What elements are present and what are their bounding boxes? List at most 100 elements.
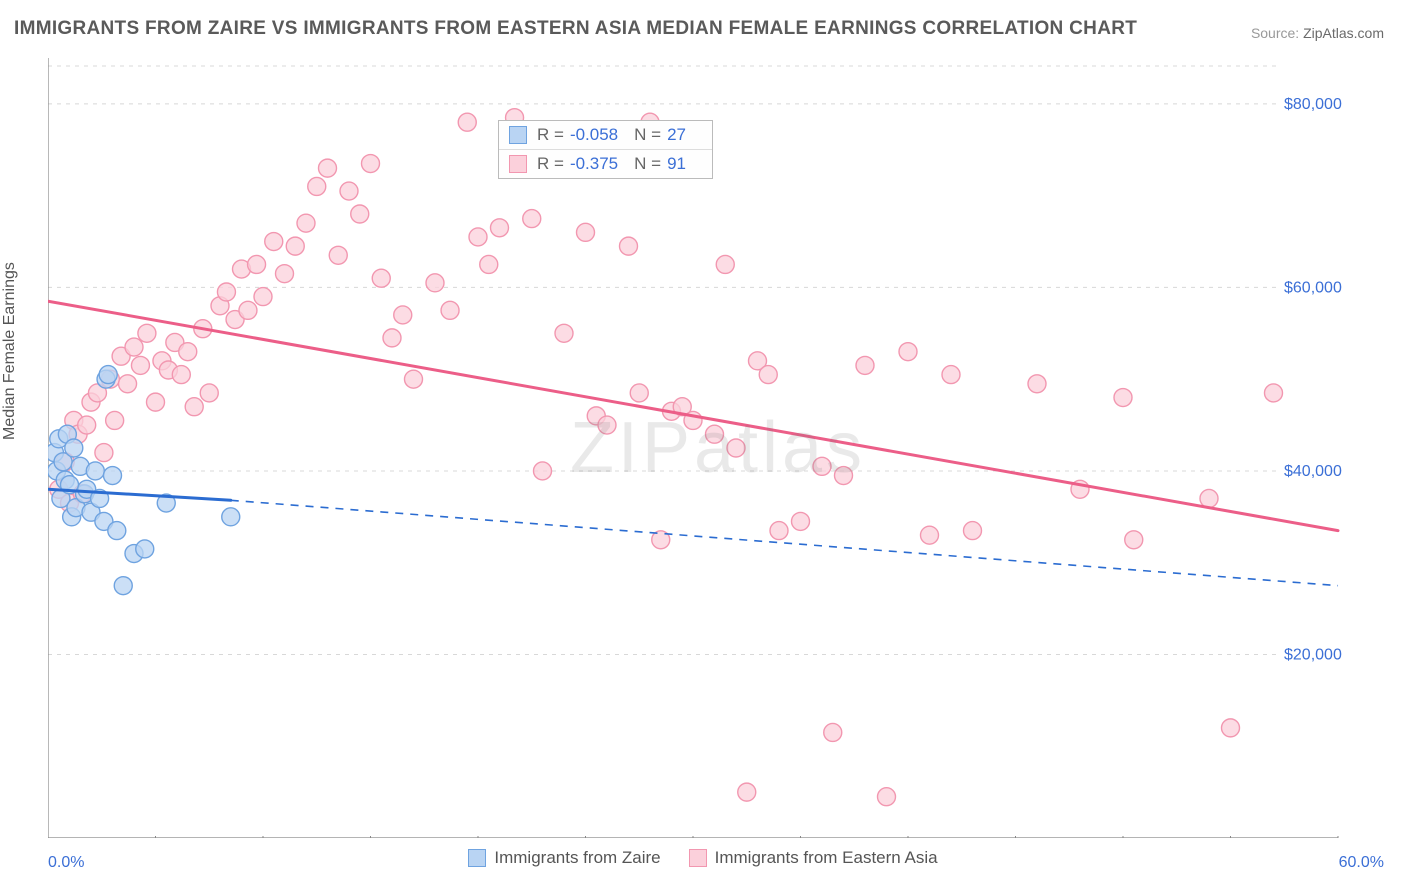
data-point: [248, 255, 266, 273]
data-point: [598, 416, 616, 434]
data-point: [239, 301, 257, 319]
stat-r-label: R =: [537, 125, 564, 145]
data-point: [770, 522, 788, 540]
data-point: [964, 522, 982, 540]
data-point: [119, 375, 137, 393]
legend-swatch: [468, 849, 486, 867]
data-point: [716, 255, 734, 273]
data-point: [706, 425, 724, 443]
data-point: [172, 366, 190, 384]
data-point: [555, 324, 573, 342]
data-point: [372, 269, 390, 287]
data-point: [577, 223, 595, 241]
stat-n-label: N =: [634, 125, 661, 145]
stat-n-label: N =: [634, 154, 661, 174]
data-point: [383, 329, 401, 347]
data-point: [1028, 375, 1046, 393]
data-point: [469, 228, 487, 246]
data-point: [131, 356, 149, 374]
stats-legend-box: R =-0.058N =27R =-0.375N =91: [498, 120, 713, 179]
data-point: [738, 783, 756, 801]
bottom-legend: Immigrants from Zaire Immigrants from Eas…: [0, 848, 1406, 872]
data-point: [362, 155, 380, 173]
data-point: [254, 288, 272, 306]
y-tick-label: $60,000: [1284, 279, 1342, 296]
data-point: [1114, 389, 1132, 407]
data-point: [534, 462, 552, 480]
stat-n-value: 91: [667, 154, 686, 174]
data-point: [759, 366, 777, 384]
data-point: [108, 522, 126, 540]
trend-line-extrap-zaire: [231, 500, 1338, 585]
data-point: [1265, 384, 1283, 402]
data-point: [1200, 489, 1218, 507]
data-point: [878, 788, 896, 806]
data-point: [147, 393, 165, 411]
data-point: [856, 356, 874, 374]
stat-r-value: -0.375: [570, 154, 618, 174]
data-point: [276, 265, 294, 283]
data-point: [200, 384, 218, 402]
legend-item-eastern_asia: Immigrants from Eastern Asia: [689, 848, 938, 868]
data-point: [824, 723, 842, 741]
data-point: [835, 467, 853, 485]
data-point: [86, 462, 104, 480]
stat-r-label: R =: [537, 154, 564, 174]
y-tick-label: $40,000: [1284, 463, 1342, 480]
data-point: [491, 219, 509, 237]
data-point: [394, 306, 412, 324]
y-tick-label: $80,000: [1284, 96, 1342, 113]
legend-label: Immigrants from Zaire: [494, 848, 660, 868]
data-point: [426, 274, 444, 292]
data-point: [329, 246, 347, 264]
data-point: [899, 343, 917, 361]
data-point: [921, 526, 939, 544]
data-point: [286, 237, 304, 255]
legend-swatch: [509, 155, 527, 173]
legend-swatch: [509, 126, 527, 144]
data-point: [297, 214, 315, 232]
data-point: [114, 577, 132, 595]
data-point: [222, 508, 240, 526]
stats-row-zaire: R =-0.058N =27: [499, 121, 712, 150]
data-point: [458, 113, 476, 131]
data-point: [727, 439, 745, 457]
source-label: Source:: [1251, 25, 1299, 41]
y-axis-label: Median Female Earnings: [1, 262, 19, 440]
data-point: [179, 343, 197, 361]
stat-n-value: 27: [667, 125, 686, 145]
data-point: [217, 283, 235, 301]
chart-svg: $20,000 $40,000 $60,000 $80,000: [48, 58, 1388, 838]
data-point: [351, 205, 369, 223]
legend-label: Immigrants from Eastern Asia: [715, 848, 938, 868]
plot-area: $20,000$40,000$60,000$80,000 ZIPatlas R …: [48, 58, 1388, 838]
chart-title: IMMIGRANTS FROM ZAIRE VS IMMIGRANTS FROM…: [14, 18, 1137, 40]
data-point: [441, 301, 459, 319]
data-point: [104, 467, 122, 485]
data-point: [792, 512, 810, 530]
data-point: [106, 411, 124, 429]
y-tick-label: $20,000: [1284, 646, 1342, 663]
data-point: [136, 540, 154, 558]
data-point: [138, 324, 156, 342]
data-point: [942, 366, 960, 384]
stats-row-eastern_asia: R = -0.375 N = 91: [499, 150, 712, 178]
data-point: [99, 366, 117, 384]
data-point: [630, 384, 648, 402]
data-point: [125, 338, 143, 356]
source-credit: Source: ZipAtlas.com: [1251, 25, 1384, 41]
data-point: [480, 255, 498, 273]
data-point: [1125, 531, 1143, 549]
legend-item-zaire: Immigrants from Zaire: [468, 848, 660, 868]
data-point: [523, 210, 541, 228]
data-point: [265, 233, 283, 251]
series-eastern_asia: [50, 109, 1283, 806]
data-point: [1222, 719, 1240, 737]
trend-line-eastern_asia: [48, 301, 1338, 530]
data-point: [95, 444, 113, 462]
data-point: [340, 182, 358, 200]
data-point: [405, 370, 423, 388]
legend-swatch: [689, 849, 707, 867]
data-point: [620, 237, 638, 255]
source-value: ZipAtlas.com: [1303, 25, 1384, 41]
